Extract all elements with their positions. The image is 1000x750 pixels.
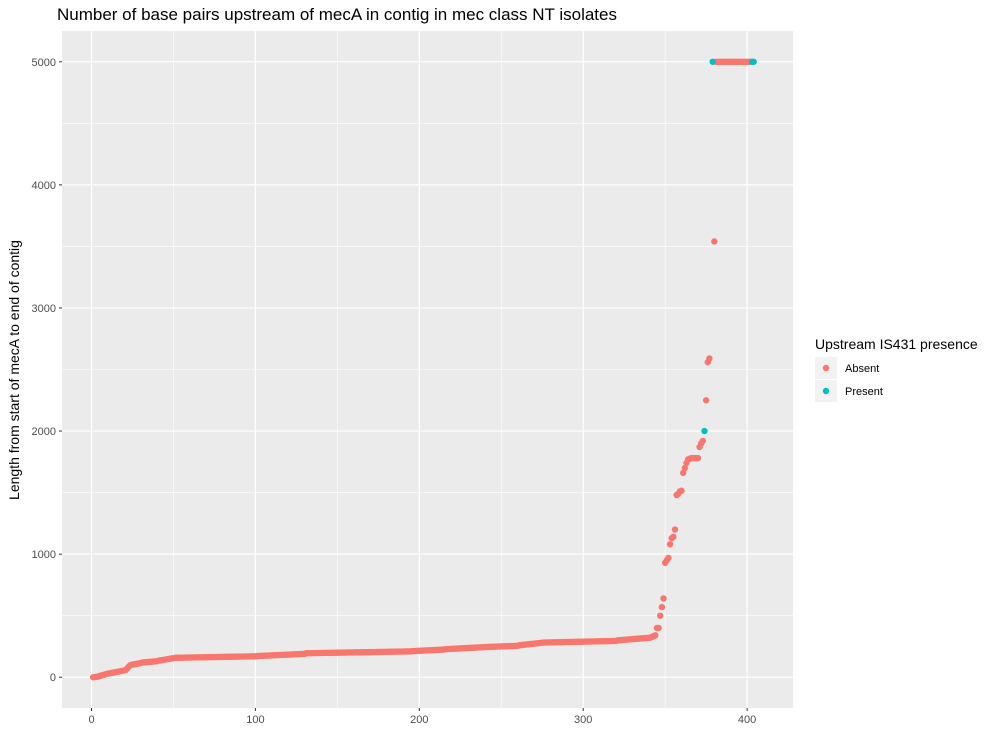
- points-layer: [89, 58, 757, 681]
- y-tick-label: 0: [50, 672, 56, 684]
- y-tick-label: 4000: [32, 180, 56, 192]
- data-point: [666, 541, 674, 548]
- legend-label: Absent: [845, 363, 879, 375]
- data-point: [665, 554, 672, 562]
- data-point: [681, 464, 689, 472]
- x-tick-label: 100: [246, 714, 264, 726]
- data-point: [657, 612, 664, 619]
- y-tick-label: 3000: [32, 303, 56, 315]
- y-axis-title: Length from start of mecA to end of cont…: [6, 240, 22, 500]
- series-absent: [89, 58, 754, 681]
- data-point: [750, 58, 757, 65]
- data-point: [709, 58, 716, 65]
- data-point: [658, 603, 666, 611]
- x-tick-label: 300: [574, 714, 592, 726]
- x-axis: 0 100 200 300 400: [88, 708, 756, 726]
- legend-title: Upstream IS431 presence: [815, 336, 978, 352]
- data-point: [702, 397, 710, 404]
- data-point: [701, 427, 708, 435]
- legend-label: Present: [845, 386, 883, 398]
- legend: Upstream IS431 presence Absent Present: [815, 336, 978, 402]
- grid-major: [62, 31, 793, 708]
- legend-entries: Absent Present: [815, 357, 883, 402]
- chart-title: Number of base pairs upstream of mecA in…: [57, 5, 617, 24]
- legend-marker: [822, 364, 830, 372]
- data-point: [699, 437, 707, 445]
- data-point: [711, 238, 718, 245]
- x-tick-label: 0: [88, 714, 94, 726]
- data-point: [655, 624, 662, 632]
- y-axis: 0 1000 2000 3000 4000 5000: [32, 57, 62, 684]
- data-point: [670, 533, 677, 541]
- data-point: [679, 469, 687, 477]
- legend-marker: [822, 387, 830, 395]
- data-point: [706, 355, 713, 362]
- x-tick-label: 200: [410, 714, 428, 726]
- data-point: [660, 595, 667, 602]
- x-tick-label: 400: [738, 714, 756, 726]
- y-tick-label: 2000: [32, 426, 56, 438]
- y-tick-label: 1000: [32, 549, 56, 561]
- data-point: [678, 487, 685, 494]
- y-tick-label: 5000: [32, 57, 56, 69]
- data-point: [652, 632, 659, 639]
- grid-minor: [62, 31, 793, 708]
- data-point: [671, 526, 679, 533]
- data-point: [694, 454, 702, 462]
- series-present: [701, 58, 757, 435]
